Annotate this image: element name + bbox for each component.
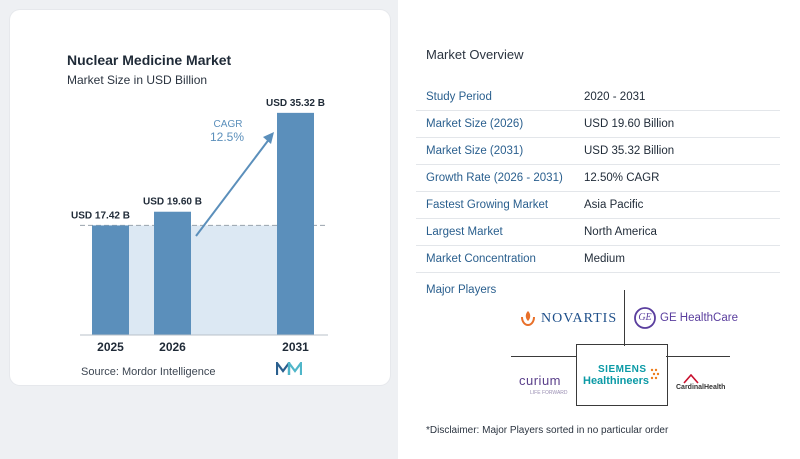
grid-divider (576, 344, 668, 345)
ge-logo-mark: GE (638, 312, 652, 323)
cardinal-logo-text: CardinalHealth (676, 384, 726, 391)
baseline-shade-area (129, 225, 277, 335)
bar (92, 225, 129, 335)
grid-divider (576, 405, 668, 406)
row-value: North America (584, 226, 657, 238)
row-key: Market Size (2031) (426, 145, 524, 157)
chart-subtitle: Market Size in USD Billion (67, 73, 208, 87)
cagr-arrow-head (263, 132, 274, 144)
bar (154, 211, 191, 335)
row-value: 12.50% CAGR (584, 172, 660, 184)
chart-title: Nuclear Medicine Market (67, 52, 232, 68)
cardinal-logo-icon (683, 374, 699, 384)
grid-divider (511, 356, 577, 357)
ge-logo-icon (634, 307, 656, 329)
source-note: Source: Mordor Intelligence (81, 366, 216, 378)
x-tick-label: 2025 (97, 340, 124, 354)
siemens-logo-text: SIEMENS (598, 364, 647, 375)
siemens-dots-icon (650, 368, 660, 380)
table-row: Largest Market North America (416, 219, 780, 246)
bar-chart: USD 17.42 B 2025 USD 19.60 B 2026 USD 35.32 … (71, 98, 328, 354)
row-value: USD 35.32 Billion (584, 145, 675, 157)
grid-divider (576, 344, 577, 406)
row-key: Fastest Growing Market (426, 199, 549, 211)
x-tick-label: 2026 (159, 340, 186, 354)
row-key: Growth Rate (2026 - 2031) (426, 172, 563, 184)
mordor-logo-icon (276, 362, 302, 375)
bar-data-label: USD 19.60 B (143, 197, 202, 208)
overview-panel (398, 0, 800, 459)
x-tick-label: 2031 (282, 340, 309, 354)
table-row: Market Size (2026) USD 19.60 Billion (416, 111, 780, 138)
row-key: Market Concentration (426, 253, 536, 265)
table-row: Growth Rate (2026 - 2031) 12.50% CAGR (416, 165, 780, 192)
row-key: Market Size (2026) (426, 118, 524, 130)
grid-divider (624, 290, 625, 346)
siemens-logo-subtext: Healthineers (583, 375, 650, 387)
cagr-arrow (195, 137, 271, 237)
bar-data-label: USD 17.42 B (71, 210, 130, 221)
overview-table: Study Period 2020 - 2031 Market Size (202… (416, 84, 780, 273)
curium-logo-text: curium (519, 373, 562, 388)
ge-logo-text: GE HealthCare (660, 312, 738, 324)
row-key: Largest Market (426, 226, 503, 238)
novartis-logo-text: NOVARTIS (541, 311, 618, 326)
disclaimer: *Disclaimer: Major Players sorted in no … (426, 425, 669, 436)
table-row: Market Size (2031) USD 35.32 Billion (416, 138, 780, 165)
grid-divider (667, 344, 668, 406)
overview-title: Market Overview (426, 47, 524, 62)
row-key: Study Period (426, 91, 492, 103)
cagr-label: CAGR (214, 119, 243, 130)
curium-logo-subtext: LIFE FORWARD (530, 390, 568, 396)
row-value: USD 19.60 Billion (584, 118, 675, 130)
row-value: Asia Pacific (584, 199, 644, 211)
table-row: Study Period 2020 - 2031 (416, 84, 780, 111)
cagr-value: 12.5% (210, 130, 244, 144)
novartis-logo-icon (521, 311, 535, 327)
major-players-title: Major Players (426, 284, 497, 296)
row-value: 2020 - 2031 (584, 91, 646, 103)
row-value: Medium (584, 253, 625, 265)
grid-divider (666, 356, 730, 357)
table-row: Fastest Growing Market Asia Pacific (416, 192, 780, 219)
table-row: Market Concentration Medium (416, 246, 780, 273)
bar (277, 112, 314, 335)
bar-data-label: USD 35.32 B (266, 98, 325, 109)
